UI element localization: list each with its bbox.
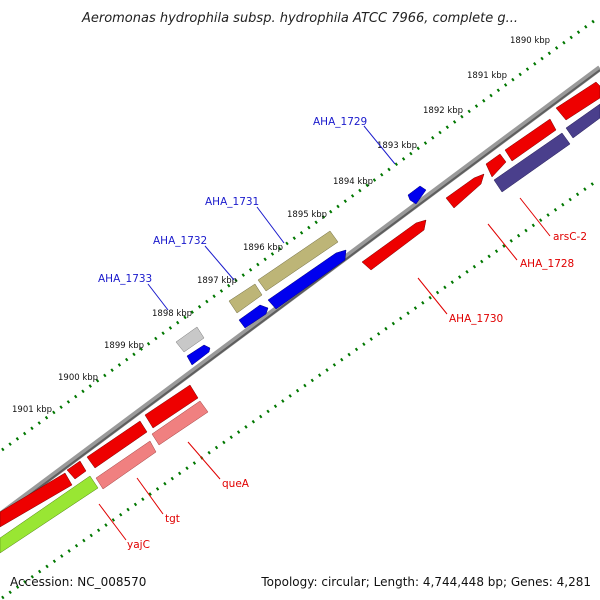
kbp-label: 1900 kbp	[58, 373, 98, 383]
leader-line	[147, 283, 169, 311]
leader-line	[136, 477, 164, 515]
gene-bar-red-top-right[interactable]	[555, 81, 600, 121]
gene-arrow-ahA-1731-blue[interactable]	[267, 249, 347, 310]
gene-bar-queA-pink[interactable]	[151, 400, 209, 446]
gene-arrow-ahA-1728[interactable]	[445, 173, 485, 209]
gene-arrow-queA[interactable]	[144, 384, 199, 429]
gene-label-tgt[interactable]: tgt	[165, 513, 180, 525]
kbp-scale: 1890 kbp 1891 kbp 1892 kbp 1893 kbp 1894…	[12, 36, 550, 415]
gene-bar-red-mid-right[interactable]	[504, 118, 557, 162]
gene-label-ahA-1730[interactable]: AHA_1730	[449, 313, 503, 325]
kbp-label: 1892 kbp	[423, 106, 463, 116]
label-leaders	[98, 125, 551, 541]
gene-arrow-ahA-1733-blue[interactable]	[186, 344, 211, 366]
gene-bar-ahA-1732-olive[interactable]	[228, 283, 263, 314]
kbp-label: 1895 kbp	[287, 210, 327, 220]
kbp-label: 1898 kbp	[152, 309, 192, 319]
gene-bar-red-left[interactable]	[0, 472, 73, 528]
reverse-gene-track	[0, 81, 600, 554]
gene-arrow-red-small[interactable]	[485, 153, 507, 178]
gene-bar-tgt-pink[interactable]	[95, 440, 157, 490]
gene-label-yajC[interactable]: yajC	[127, 539, 150, 551]
kbp-label: 1891 kbp	[467, 71, 507, 81]
accession-text: Accession: NC_008570	[10, 575, 146, 589]
gene-bar-ahA-1731[interactable]	[257, 230, 339, 292]
gene-bar-yajC[interactable]	[0, 475, 99, 554]
gene-arrow-ahA-1732-blue[interactable]	[238, 304, 269, 329]
leader-line	[417, 277, 448, 315]
kbp-label: 1890 kbp	[510, 36, 550, 46]
kbp-label: 1893 kbp	[377, 141, 417, 151]
gene-label-ahA-1731[interactable]: AHA_1731	[205, 196, 259, 208]
leader-line	[187, 441, 221, 480]
gene-bar-slate-top-right[interactable]	[565, 103, 600, 139]
leader-line	[256, 206, 285, 244]
leader-line	[98, 503, 127, 541]
kbp-label: 1901 kbp	[12, 405, 52, 415]
gene-arrow-ahA-1730[interactable]	[361, 219, 427, 271]
topology-text: Topology: circular; Length: 4,744,448 bp…	[260, 575, 591, 589]
gene-arrow-red-small-left[interactable]	[66, 460, 87, 480]
leader-line	[204, 245, 235, 281]
leader-line	[363, 125, 396, 165]
gene-bar-red-tgt[interactable]	[86, 420, 148, 469]
kbp-label: 1899 kbp	[104, 341, 144, 351]
inner-tick-ring	[1, 178, 599, 600]
gene-bar-ahA-1733[interactable]	[175, 326, 205, 353]
gene-label-ahA-1733[interactable]: AHA_1733	[98, 273, 152, 285]
genome-backbone-shade	[0, 69, 600, 518]
kbp-label: 1894 kbp	[333, 177, 373, 187]
kbp-label: 1896 kbp	[243, 243, 283, 253]
gene-labels: AHA_1729 AHA_1731 AHA_1732 AHA_1733 arsC…	[98, 116, 587, 551]
outer-tick-ring	[1, 16, 599, 452]
gene-label-ahA-1729[interactable]: AHA_1729	[313, 116, 367, 128]
gene-arrow-ahA-1729[interactable]	[407, 185, 427, 205]
kbp-label: 1897 kbp	[197, 276, 237, 286]
map-title: Aeromonas hydrophila subsp. hydrophila A…	[81, 11, 518, 26]
forward-gene-track	[175, 185, 427, 366]
gene-bar-slate-mid-right[interactable]	[493, 132, 571, 193]
gene-label-ahA-1728[interactable]: AHA_1728	[520, 258, 574, 270]
gene-label-ahA-1732[interactable]: AHA_1732	[153, 235, 207, 247]
leader-line	[487, 223, 518, 261]
gene-label-arsC-2[interactable]: arsC-2	[553, 231, 587, 243]
gene-label-queA[interactable]: queA	[222, 478, 250, 490]
leader-line	[519, 197, 551, 237]
